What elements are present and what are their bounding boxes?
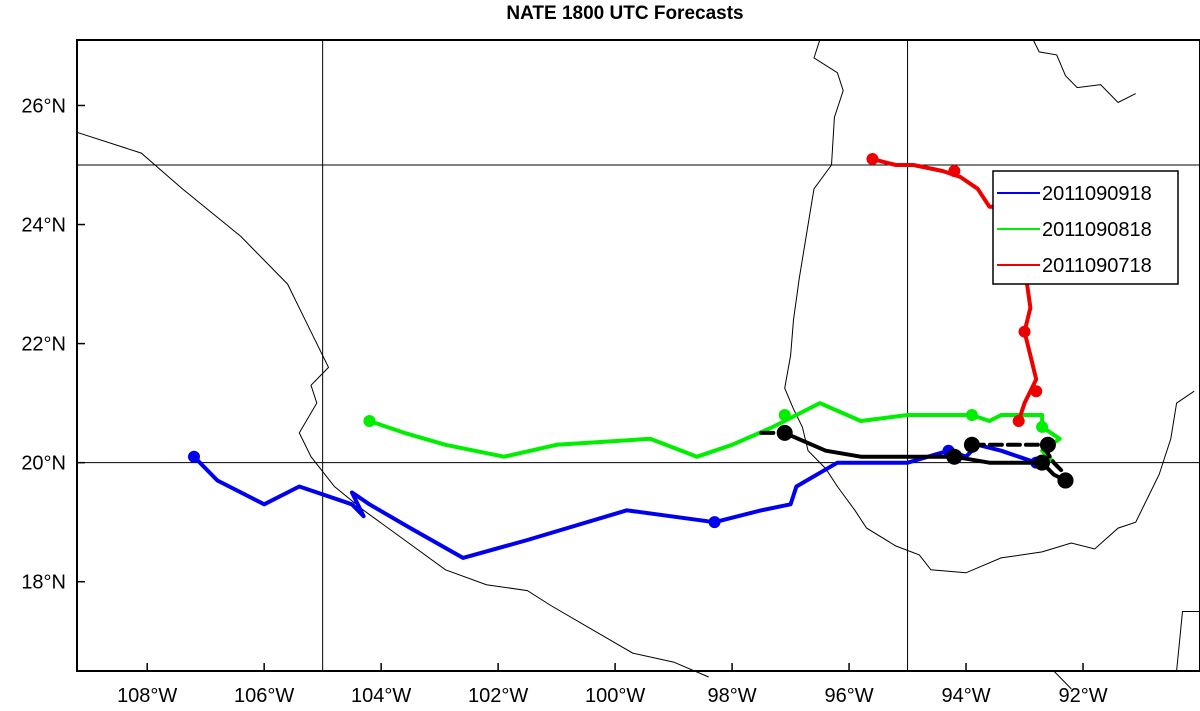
y-tick-label: 24°N (21, 215, 66, 237)
track-point (946, 448, 963, 465)
coastline (1032, 39, 1136, 104)
legend: 2011090918 2011090818 2011090718 (992, 170, 1179, 285)
track-line (782, 430, 1068, 483)
x-tick-label: 100°W (585, 685, 645, 707)
forecast-track (776, 424, 1074, 489)
coastlines (76, 39, 1200, 690)
x-tick-label: 94°W (941, 685, 990, 707)
forecast-track (363, 401, 1062, 471)
y-tick-label: 22°N (21, 334, 66, 356)
forecast-track (187, 442, 1043, 560)
coastline (784, 39, 1195, 574)
track-point (1012, 414, 1025, 427)
y-tick-label: 18°N (21, 572, 66, 594)
coastline (1053, 670, 1072, 690)
track-point (1036, 420, 1049, 433)
track-point (778, 409, 791, 422)
x-tick-label: 108°W (117, 685, 177, 707)
x-tick-label: 98°W (708, 685, 757, 707)
forecast-track (963, 436, 1074, 489)
map-title: NATE 1800 UTC Forecasts (506, 3, 743, 24)
x-tick-label: 106°W (234, 685, 294, 707)
x-tick-label: 102°W (468, 685, 528, 707)
coastline (1176, 611, 1200, 672)
x-tick-label: 96°W (825, 685, 874, 707)
track-point (187, 450, 200, 463)
track-point (965, 409, 978, 422)
track-point (1034, 454, 1051, 471)
track-point (363, 414, 376, 427)
track-point (866, 153, 879, 166)
track-line (192, 442, 1039, 560)
y-tick-label: 20°N (21, 453, 66, 475)
legend-label: 2011090818 (1042, 219, 1152, 241)
track-point (1030, 385, 1043, 398)
legend-label: 2011090718 (1042, 255, 1152, 277)
forecast-tracks (187, 153, 1074, 560)
coastline (76, 131, 709, 678)
track-point (963, 436, 980, 453)
track-point (1018, 325, 1031, 338)
track-point (948, 164, 961, 177)
y-tick-label: 26°N (21, 95, 66, 117)
track-point (1039, 436, 1056, 453)
x-tick-label: 92°W (1058, 685, 1107, 707)
track-point (708, 516, 721, 529)
map-frame (76, 39, 1200, 672)
track-point (1057, 472, 1074, 489)
legend-label: 2011090918 (1042, 183, 1152, 205)
axis-ticks: 108°W 106°W 104°W 102°W 100°W 98°W 96°W 94°W 92°… (21, 95, 1107, 707)
x-tick-label: 104°W (351, 685, 411, 707)
